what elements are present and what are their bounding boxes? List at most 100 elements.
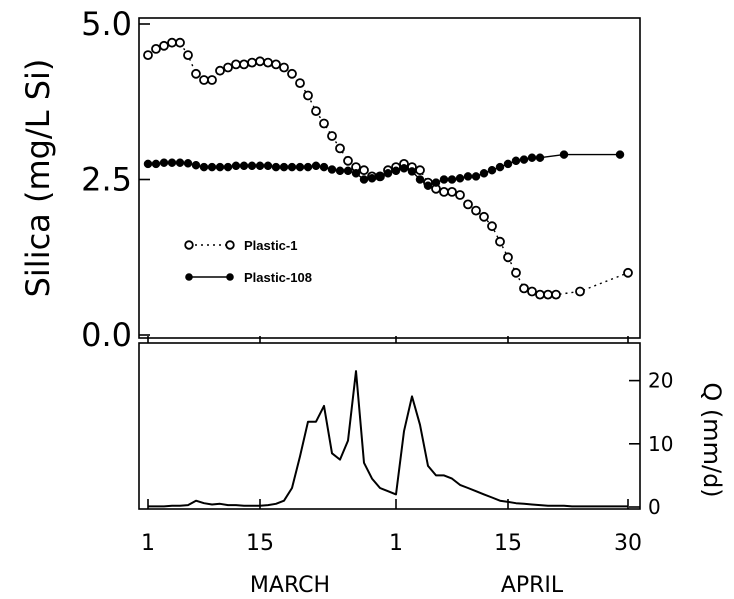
data-point-plastic-108 (303, 162, 313, 172)
discharge-y-ticks: 0 10 20 (629, 369, 673, 519)
data-point-plastic-108 (511, 156, 521, 166)
data-point-plastic-1 (279, 62, 289, 73)
data-point-plastic-1 (183, 50, 193, 60)
data-point-plastic-1 (527, 286, 537, 297)
data-point-plastic-108 (311, 161, 321, 171)
data-point-plastic-108 (375, 172, 385, 181)
data-point-plastic-1 (159, 40, 169, 51)
x-group-label-april: APRIL (501, 573, 564, 598)
legend-label-plastic-108: Plastic-108 (244, 270, 312, 285)
data-point-plastic-108 (463, 172, 473, 181)
data-point-plastic-108 (255, 161, 265, 171)
data-point-plastic-108 (487, 165, 497, 175)
data-point-plastic-108 (479, 169, 489, 178)
x-tick-label: 30 (614, 531, 642, 556)
discharge-y-axis-title: Q (mm/d) (698, 382, 726, 497)
data-point-plastic-108 (495, 162, 505, 172)
data-point-plastic-1 (319, 118, 329, 129)
silica-y-ticks: 0.0 2.5 5.0 (81, 5, 150, 354)
silica-panel: Silica (mg/L Si) 0.0 2.5 5.0 Plastic-1 Pla… (19, 5, 641, 354)
data-point-plastic-1 (311, 106, 321, 116)
silica-y-axis-title: Silica (mg/L Si) (19, 59, 57, 298)
data-point-plastic-1 (495, 236, 505, 247)
data-point-plastic-108 (519, 155, 529, 164)
data-point-plastic-108 (535, 153, 545, 162)
legend-marker-plastic-108-left (185, 273, 193, 281)
silica-y-tick-label: 2.5 (81, 161, 132, 199)
data-point-plastic-1 (543, 289, 553, 300)
data-point-plastic-1 (471, 205, 481, 216)
data-point-plastic-1 (327, 131, 337, 141)
data-point-plastic-108 (439, 175, 449, 184)
data-point-plastic-108 (407, 167, 417, 176)
data-point-plastic-108 (159, 158, 169, 167)
data-point-plastic-108 (199, 162, 209, 172)
data-point-plastic-1 (175, 37, 185, 48)
data-point-plastic-1 (463, 199, 473, 210)
data-point-plastic-1 (287, 68, 297, 79)
discharge-y-tick-label: 0 (648, 495, 661, 519)
data-point-plastic-1 (207, 75, 217, 85)
data-point-plastic-1 (511, 267, 521, 278)
data-point-plastic-108 (615, 150, 625, 159)
data-point-plastic-108 (343, 166, 353, 176)
legend-item-plastic-108: Plastic-108 (185, 270, 312, 285)
x-tick-label: 15 (246, 531, 274, 556)
data-point-plastic-1 (455, 190, 465, 200)
legend-marker-plastic-1-left (184, 240, 194, 250)
data-point-plastic-1 (503, 252, 513, 263)
data-point-plastic-108 (263, 161, 273, 171)
data-point-plastic-1 (231, 59, 241, 70)
data-point-plastic-108 (223, 162, 233, 172)
legend-marker-plastic-108-right (226, 273, 234, 281)
data-point-plastic-108 (423, 181, 433, 190)
data-point-plastic-108 (399, 164, 409, 173)
data-point-plastic-108 (383, 169, 393, 178)
x-tick-label: 1 (389, 531, 403, 556)
data-point-plastic-1 (447, 186, 457, 197)
discharge-line (148, 370, 628, 508)
discharge-y-tick-label: 10 (648, 432, 673, 456)
data-point-plastic-1 (255, 56, 265, 67)
data-point-plastic-1 (223, 62, 233, 73)
legend: Plastic-1 Plastic-108 (184, 238, 312, 285)
legend-label-plastic-1: Plastic-1 (244, 238, 297, 253)
data-point-plastic-1 (535, 289, 545, 300)
silica-y-tick-label: 0.0 (81, 316, 132, 354)
data-point-plastic-108 (471, 172, 481, 181)
silica-plot-frame (138, 17, 641, 339)
data-point-plastic-108 (455, 174, 465, 183)
data-point-plastic-108 (287, 162, 297, 172)
x-tick-label: 15 (494, 531, 522, 556)
data-point-plastic-108 (215, 162, 225, 172)
silica-y-tick-label: 5.0 (81, 5, 132, 43)
data-point-plastic-108 (167, 158, 177, 167)
legend-item-plastic-1: Plastic-1 (184, 238, 297, 253)
data-point-plastic-108 (391, 166, 401, 176)
data-point-plastic-108 (559, 150, 569, 159)
data-point-plastic-1 (191, 68, 201, 79)
data-point-plastic-108 (271, 162, 281, 172)
data-point-plastic-1 (487, 221, 497, 232)
data-point-plastic-108 (247, 161, 257, 171)
data-point-plastic-1 (623, 267, 633, 278)
data-point-plastic-1 (439, 186, 449, 197)
data-point-plastic-108 (207, 162, 217, 172)
legend-marker-plastic-1-right (225, 240, 235, 250)
data-point-plastic-1 (199, 75, 209, 85)
data-point-plastic-108 (183, 159, 193, 168)
data-point-plastic-108 (279, 162, 289, 172)
data-point-plastic-108 (239, 161, 249, 171)
data-point-plastic-1 (215, 65, 225, 76)
data-point-plastic-108 (151, 159, 161, 169)
data-point-plastic-108 (319, 162, 329, 172)
data-point-plastic-108 (295, 162, 305, 172)
x-group-label-march: MARCH (250, 573, 330, 598)
discharge-plot-frame (138, 342, 641, 510)
discharge-series-line (148, 370, 628, 508)
x-axis-ticks: 1 15 1 15 30 (141, 336, 642, 556)
data-point-plastic-108 (503, 159, 513, 169)
silica-series-points (143, 37, 633, 300)
data-point-plastic-108 (191, 160, 201, 170)
